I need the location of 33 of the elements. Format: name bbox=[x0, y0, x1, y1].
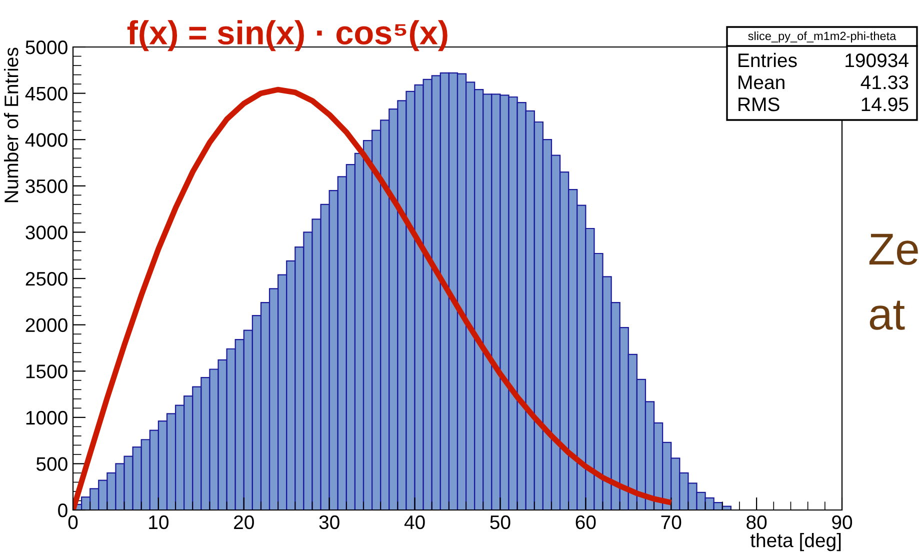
y-tick-label: 3000 bbox=[26, 226, 68, 240]
x-tick-label: 0 bbox=[68, 515, 78, 530]
x-tick-label: 90 bbox=[832, 515, 852, 530]
y-tick-label: 4500 bbox=[25, 86, 68, 101]
x-tick-label: 50 bbox=[490, 515, 510, 530]
x-axis-title: theta [deg] bbox=[750, 532, 841, 552]
y-tick-label: 4000 bbox=[25, 133, 68, 147]
text: 41.33 bbox=[860, 75, 908, 90]
annotation: RMS bbox=[738, 97, 780, 112]
x-tick-label: 30 bbox=[319, 515, 340, 530]
y-tick-label: 500 bbox=[36, 457, 68, 471]
x-tick-label: 20 bbox=[234, 515, 254, 530]
y-tick-label: 2000 bbox=[26, 318, 68, 332]
chart-title: f(x) = sin(x) · cos⁵(x) bbox=[127, 20, 448, 52]
x-tick-label: 60 bbox=[576, 515, 596, 530]
x-tick-label: 10 bbox=[149, 515, 168, 530]
y-tick-label: 0 bbox=[58, 503, 68, 518]
text: slice_py_of_m1m2-phi-theta bbox=[748, 32, 896, 42]
y-tick-label: 5000 bbox=[26, 40, 68, 54]
y-tick-label: 3500 bbox=[26, 179, 68, 194]
x-tick-label: 80 bbox=[746, 515, 767, 530]
annotation: Mean bbox=[738, 76, 784, 90]
x-tick-label: 70 bbox=[661, 515, 682, 530]
y-tick-label: 1000 bbox=[26, 410, 68, 425]
y-tick-label: 1500 bbox=[26, 364, 68, 378]
text: Ze bbox=[869, 234, 918, 265]
text: 190934 bbox=[846, 53, 908, 68]
x-tick-label: 40 bbox=[404, 515, 425, 530]
annotation: Entries bbox=[738, 52, 797, 68]
y-tick-label: 2500 bbox=[26, 272, 68, 286]
text: 14.95 bbox=[862, 97, 908, 112]
text: at bbox=[870, 300, 905, 330]
y-axis-title: Number of Entries bbox=[4, 48, 18, 202]
